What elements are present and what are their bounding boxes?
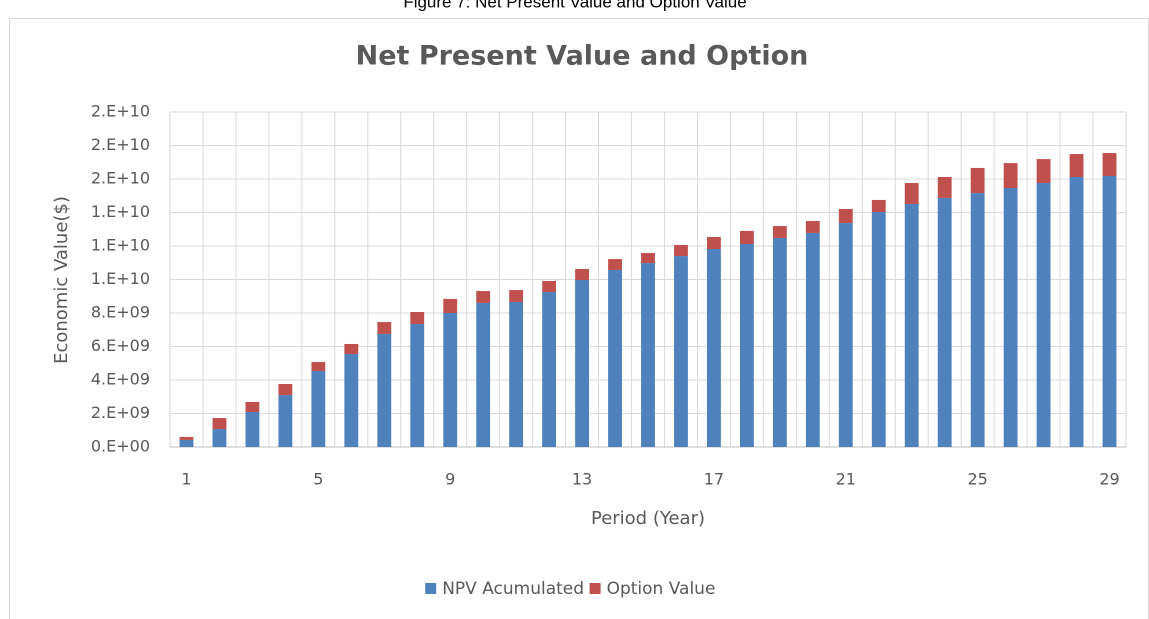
x-tick-label: 9 [445, 470, 455, 489]
bar-segment [1069, 154, 1084, 177]
bar-segment [674, 244, 688, 257]
bar-segment [1036, 183, 1051, 447]
bar-segment [871, 199, 886, 212]
x-tick-label: 5 [313, 470, 323, 489]
x-tick-label: 21 [836, 470, 856, 489]
bar-segment [641, 253, 655, 264]
bar-segment [245, 401, 260, 412]
bar-segment [608, 259, 622, 270]
bar-segment [542, 292, 557, 447]
bar-segment [1102, 175, 1117, 448]
bar-segment [575, 280, 589, 447]
y-tick-label: 2.E+09 [91, 403, 150, 422]
bar-segment [443, 298, 458, 313]
bar-segment [1003, 163, 1018, 189]
bar-segment [937, 197, 952, 447]
bar-segment [179, 436, 194, 440]
y-tick-label: 1.E+10 [91, 202, 150, 221]
bar-segment [805, 232, 820, 447]
bar-segment [674, 256, 688, 447]
bar-segment [608, 269, 622, 447]
bar-segment [1003, 188, 1018, 448]
bar-segment [410, 311, 425, 325]
bar-segment [739, 243, 754, 447]
bar-segment [1069, 176, 1084, 448]
bar-segment [739, 230, 754, 244]
bar-segment [509, 301, 524, 447]
bar-segment [311, 370, 326, 447]
bar-segment [476, 291, 491, 303]
y-tick-label: 1.E+10 [91, 269, 150, 288]
bar-segment [772, 237, 787, 447]
y-tick-label: 2.E+10 [91, 169, 150, 188]
y-tick-label: 2.E+10 [91, 102, 150, 121]
bar-segment [970, 167, 985, 194]
bar-segment [805, 221, 820, 233]
bar-segment [641, 263, 655, 447]
bar-segment [1036, 159, 1051, 184]
y-tick-label: 8.E+09 [91, 303, 150, 322]
y-tick-label: 2.E+10 [91, 135, 150, 154]
bar-segment [871, 211, 886, 447]
bar-segment [410, 324, 425, 447]
bar-segment [937, 176, 952, 198]
y-tick-label: 0.E+00 [91, 437, 150, 456]
bar-segment [212, 418, 227, 430]
figure-caption: Figure 7: Net Present Value and Option V… [403, 0, 746, 11]
bar-segment [838, 223, 853, 447]
legend-label: Option Value [607, 579, 716, 599]
x-tick-label: 17 [704, 470, 724, 489]
bar-segment [707, 249, 721, 447]
bar-segment [278, 395, 293, 447]
bar-segment [278, 384, 293, 396]
bar-segment [311, 362, 326, 371]
y-tick-label: 4.E+09 [91, 370, 150, 389]
bar-segment [509, 290, 524, 302]
bar-segment [575, 268, 589, 281]
y-tick-label: 6.E+09 [91, 336, 150, 355]
bar-segment [1102, 153, 1117, 176]
bar-segment [904, 183, 919, 204]
legend-label: NPV Acumulated [442, 579, 584, 599]
y-tick-label: 1.E+10 [91, 236, 150, 255]
x-tick-label: 25 [967, 470, 987, 489]
bar-segment [707, 236, 721, 250]
bar-segment [245, 411, 260, 447]
bar-segment [772, 226, 787, 238]
x-tick-label: 1 [181, 470, 191, 489]
x-tick-label: 29 [1099, 470, 1119, 489]
bar-segment [179, 439, 194, 447]
bar-segment [344, 354, 359, 447]
bar-segment [542, 281, 557, 293]
bar-segment [377, 322, 392, 334]
legend-swatch [425, 583, 437, 594]
x-axis-label: Period (Year) [591, 508, 705, 529]
x-tick-label: 13 [572, 470, 592, 489]
y-axis-label: Economic Value($) [51, 196, 72, 364]
chart-title: Net Present Value and Option [356, 41, 809, 72]
bar-segment [443, 313, 458, 447]
bar-segment [970, 193, 985, 447]
legend-swatch [589, 583, 601, 594]
bar-segment [344, 343, 359, 355]
bar-segment [476, 302, 491, 447]
bar-segment [212, 429, 227, 447]
bar-segment [838, 208, 853, 224]
bar-segment [377, 333, 392, 447]
bar-segment [904, 203, 919, 447]
